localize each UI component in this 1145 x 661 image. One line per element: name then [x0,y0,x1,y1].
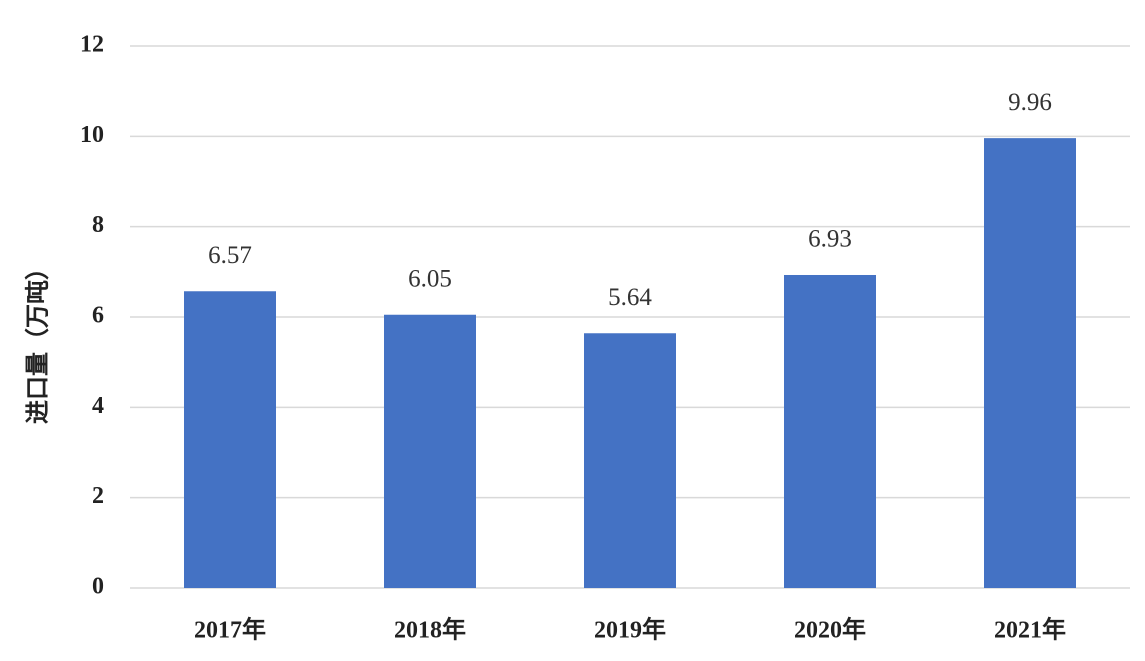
y-tick-label: 2 [92,483,104,509]
value-label: 5.64 [608,284,652,311]
y-tick-label: 4 [92,393,104,419]
y-tick-label: 12 [80,32,104,58]
bar [984,138,1076,588]
value-label: 6.57 [208,242,252,269]
x-tick-label: 2019年 [594,616,666,644]
bar [584,333,676,588]
value-label: 9.96 [1008,89,1052,116]
x-tick-label: 2017年 [194,616,266,644]
y-axis-title: 进口量（万吨） [25,256,52,424]
bar [784,274,876,588]
y-tick-label: 10 [80,122,104,148]
x-tick-label: 2020年 [794,616,866,644]
bar [384,314,476,588]
value-label: 6.93 [808,226,852,253]
y-tick-label: 8 [92,212,104,238]
y-tick-label: 6 [92,303,104,329]
bar [184,291,276,588]
y-tick-label: 0 [92,574,104,600]
x-tick-label: 2021年 [994,616,1066,644]
value-label: 6.05 [408,265,452,292]
x-tick-label: 2018年 [394,616,466,644]
